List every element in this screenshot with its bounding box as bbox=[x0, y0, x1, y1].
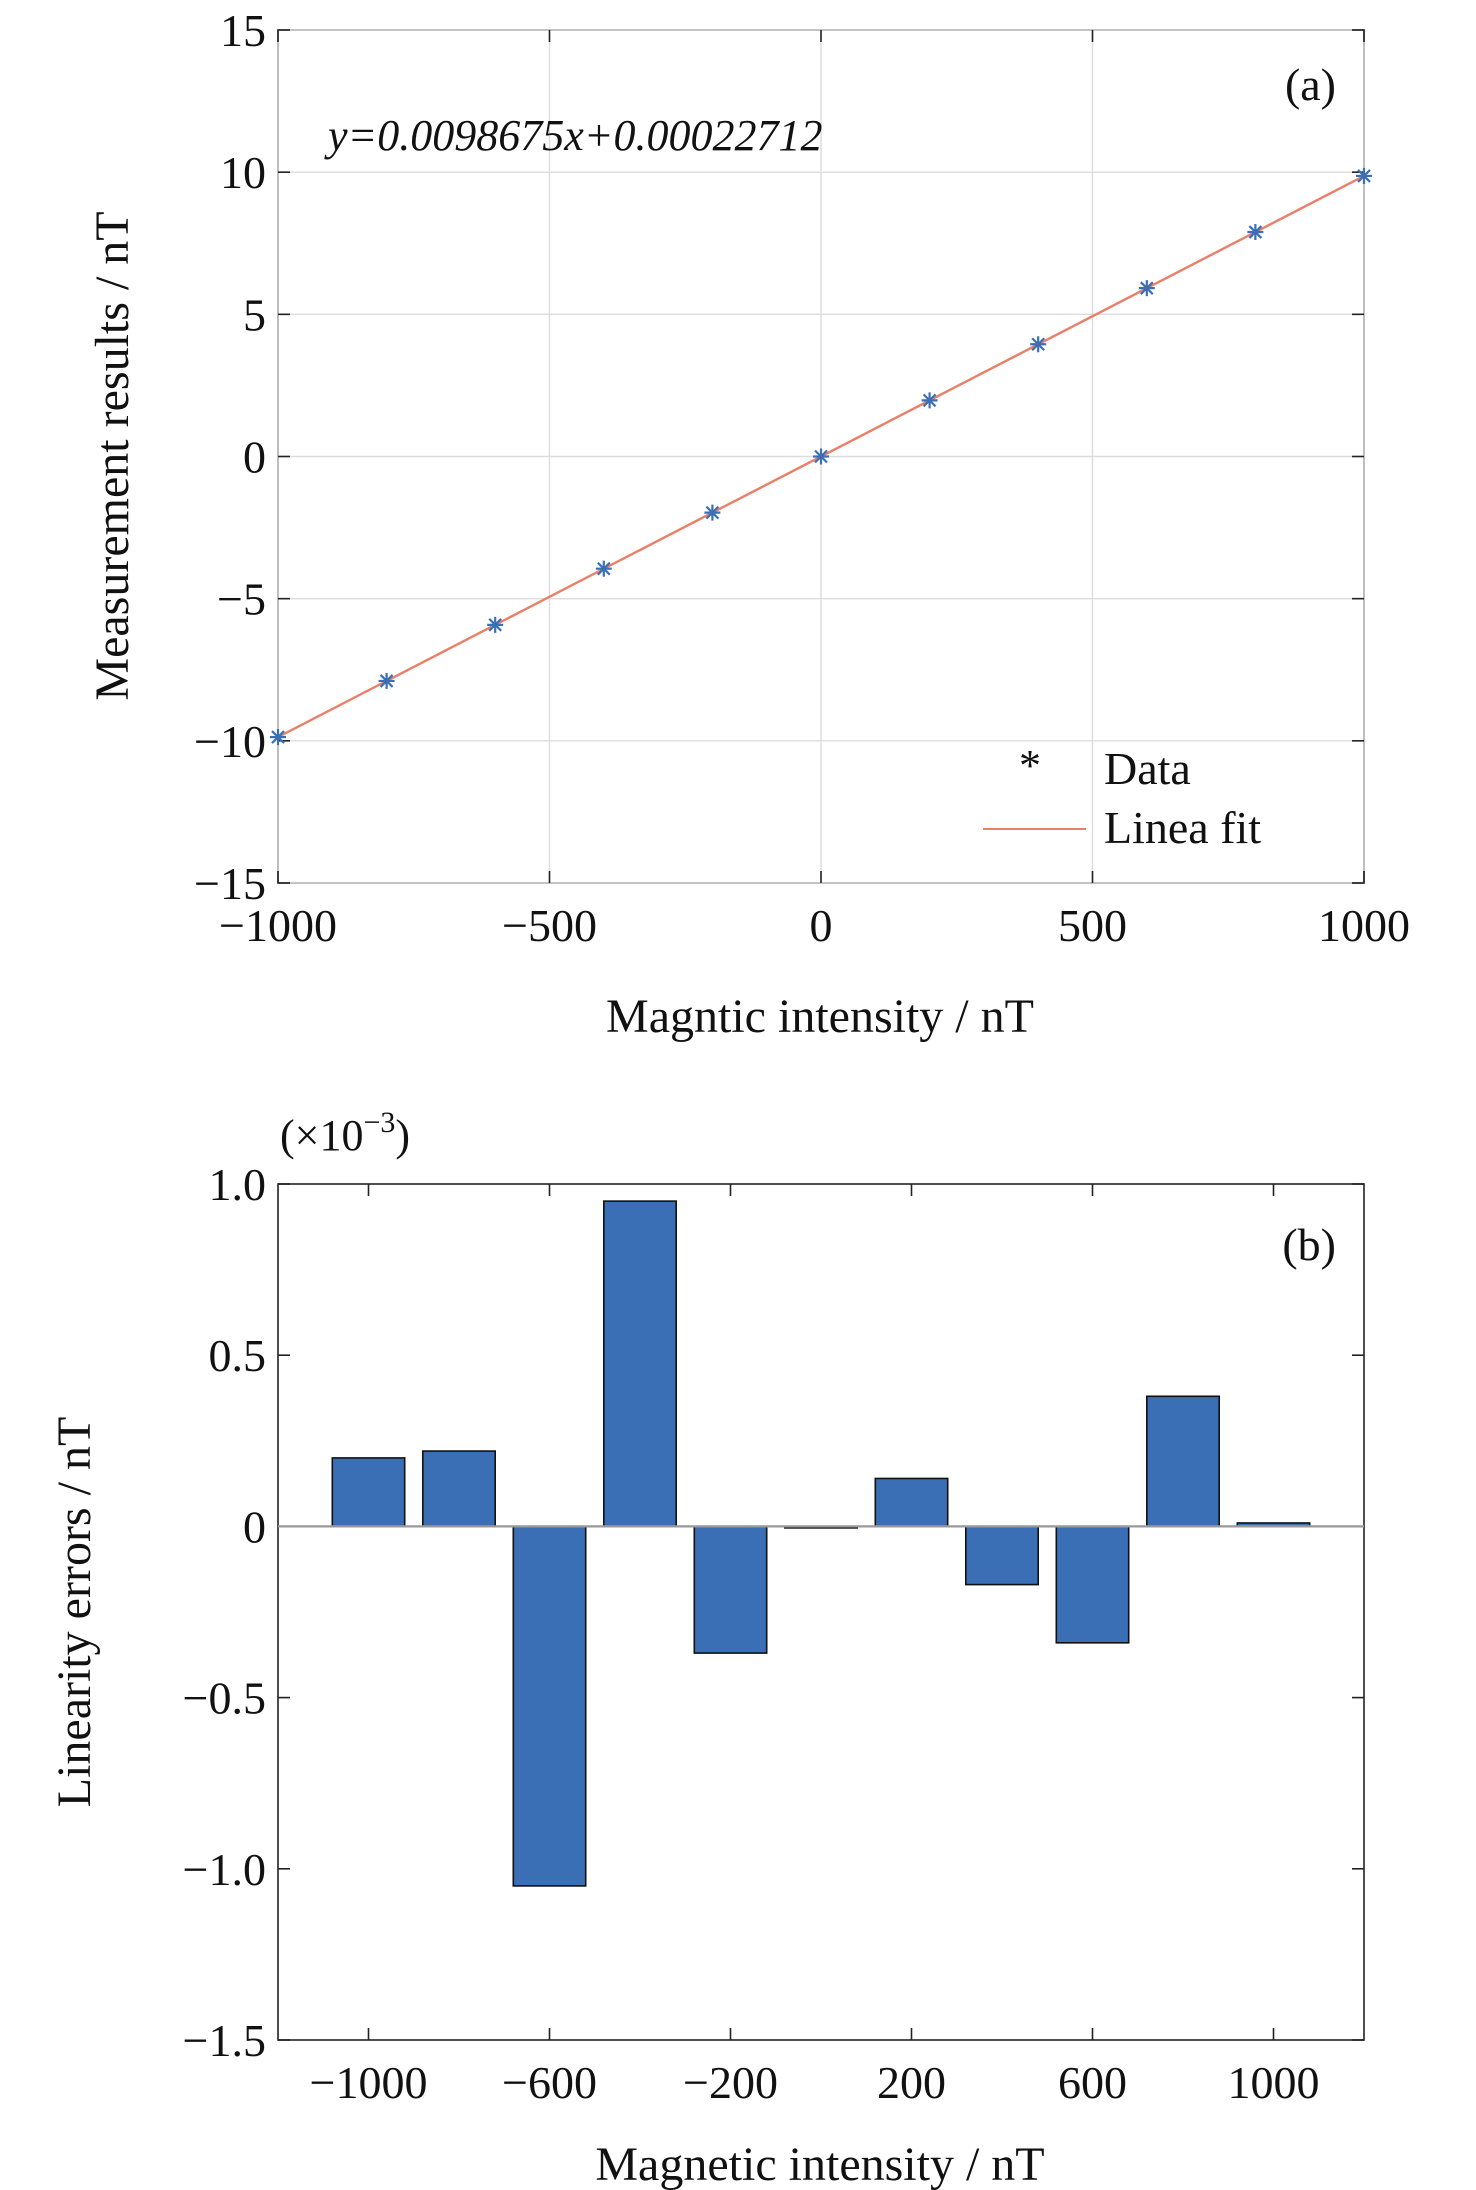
panel-a-ticks: −1000 −500 0 500 1000 −15 −10 −5 0 5 10 15 bbox=[194, 5, 1410, 951]
fit-equation: y=0.0098675x+0.00022712 bbox=[324, 111, 822, 160]
y-tick-label: 0.5 bbox=[209, 1330, 267, 1381]
x-tick-label: −1000 bbox=[310, 2057, 428, 2108]
bar-panel-b: −1000 −600 −200 200 600 1000 −1.5 −1.0 −0.5 0 0.5 1… bbox=[48, 1106, 1365, 2190]
data-point bbox=[1247, 224, 1264, 241]
data-point bbox=[1138, 280, 1155, 297]
multiplier-base: (×10 bbox=[280, 1111, 363, 1160]
multiplier-exponent: −3 bbox=[363, 1106, 395, 1139]
data-point-stroke bbox=[922, 393, 937, 408]
x-tick-label: 1000 bbox=[1318, 900, 1410, 951]
data-point bbox=[921, 392, 938, 409]
data-point bbox=[487, 616, 504, 633]
data-point bbox=[813, 448, 829, 465]
legend-data-marker: * bbox=[1019, 741, 1041, 790]
error-bar bbox=[331, 1457, 406, 1528]
x-tick-label: −600 bbox=[502, 2057, 597, 2108]
panel-b-multiplier: (×10−3) bbox=[280, 1106, 410, 1160]
panel-b-y-axis-label: Linearity errors / nT bbox=[48, 1417, 101, 1808]
data-point bbox=[1030, 336, 1047, 353]
legend-fit-label: Linea fit bbox=[1104, 802, 1261, 853]
data-point-stroke bbox=[488, 618, 502, 632]
y-tick-label: 1.0 bbox=[209, 1159, 267, 1210]
panel-b-bars bbox=[331, 1200, 1311, 1887]
x-tick-label: −500 bbox=[502, 900, 597, 951]
multiplier-close: ) bbox=[395, 1111, 410, 1160]
y-tick-label: −10 bbox=[194, 716, 266, 767]
y-tick-label: 0 bbox=[243, 432, 266, 483]
error-bar bbox=[602, 1200, 677, 1528]
x-tick-label: 200 bbox=[877, 2057, 946, 2108]
data-point-stroke bbox=[1357, 169, 1371, 183]
panel-b-label: (b) bbox=[1282, 1219, 1336, 1270]
panel-a-legend: * Data Linea fit bbox=[983, 741, 1261, 853]
error-bar bbox=[1146, 1395, 1221, 1528]
data-point-stroke bbox=[597, 561, 611, 576]
data-point-stroke bbox=[1140, 281, 1154, 295]
y-tick-label: 10 bbox=[220, 147, 266, 198]
y-tick-label: 15 bbox=[220, 5, 266, 56]
x-tick-label: −200 bbox=[683, 2057, 778, 2108]
data-point bbox=[378, 672, 395, 689]
panel-a-label: (a) bbox=[1285, 59, 1336, 110]
y-tick-label: 0 bbox=[243, 1501, 266, 1552]
panel-b-ticks: −1000 −600 −200 200 600 1000 −1.5 −1.0 −0.5 0 0.5 1… bbox=[183, 1159, 1364, 2108]
data-point bbox=[270, 729, 286, 746]
error-bar bbox=[421, 1450, 496, 1528]
data-point-stroke bbox=[1031, 337, 1045, 352]
data-point-stroke bbox=[271, 730, 285, 744]
error-bar bbox=[512, 1525, 587, 1887]
x-tick-label: 500 bbox=[1058, 900, 1127, 951]
x-tick-label: 600 bbox=[1058, 2057, 1127, 2108]
panel-a-y-axis-label: Measurement results / nT bbox=[86, 211, 139, 700]
y-tick-label: −15 bbox=[194, 858, 266, 909]
y-tick-label: −1.0 bbox=[183, 1844, 266, 1895]
y-tick-label: −0.5 bbox=[183, 1673, 266, 1724]
data-point bbox=[595, 560, 612, 577]
data-point bbox=[704, 504, 721, 521]
x-tick-label: 0 bbox=[810, 900, 833, 951]
x-tick-label: 1000 bbox=[1228, 2057, 1320, 2108]
data-point-stroke bbox=[705, 505, 720, 520]
data-point-stroke bbox=[1248, 225, 1263, 239]
y-tick-label: −5 bbox=[217, 574, 266, 625]
error-bar bbox=[693, 1525, 768, 1654]
x-tick-label: −1000 bbox=[219, 900, 337, 951]
legend-data-label: Data bbox=[1104, 743, 1191, 794]
error-bar bbox=[874, 1477, 949, 1528]
panel-a-x-axis-label: Magntic intensity / nT bbox=[606, 990, 1034, 1043]
y-tick-label: −1.5 bbox=[183, 2015, 266, 2066]
data-point bbox=[1356, 167, 1372, 184]
error-bar bbox=[964, 1525, 1039, 1586]
y-tick-label: 5 bbox=[243, 289, 266, 340]
data-point-stroke bbox=[379, 674, 394, 688]
scatter-panel-a: −1000 −500 0 500 1000 −15 −10 −5 0 5 10 15 y=0.0098… bbox=[86, 5, 1410, 1043]
panel-b-x-axis-label: Magnetic intensity / nT bbox=[595, 2138, 1044, 2190]
panel-a-data-points bbox=[270, 167, 1372, 746]
panel-b-plot-area bbox=[277, 1183, 1365, 2041]
data-point-stroke bbox=[814, 449, 828, 464]
error-bar bbox=[1055, 1525, 1130, 1644]
